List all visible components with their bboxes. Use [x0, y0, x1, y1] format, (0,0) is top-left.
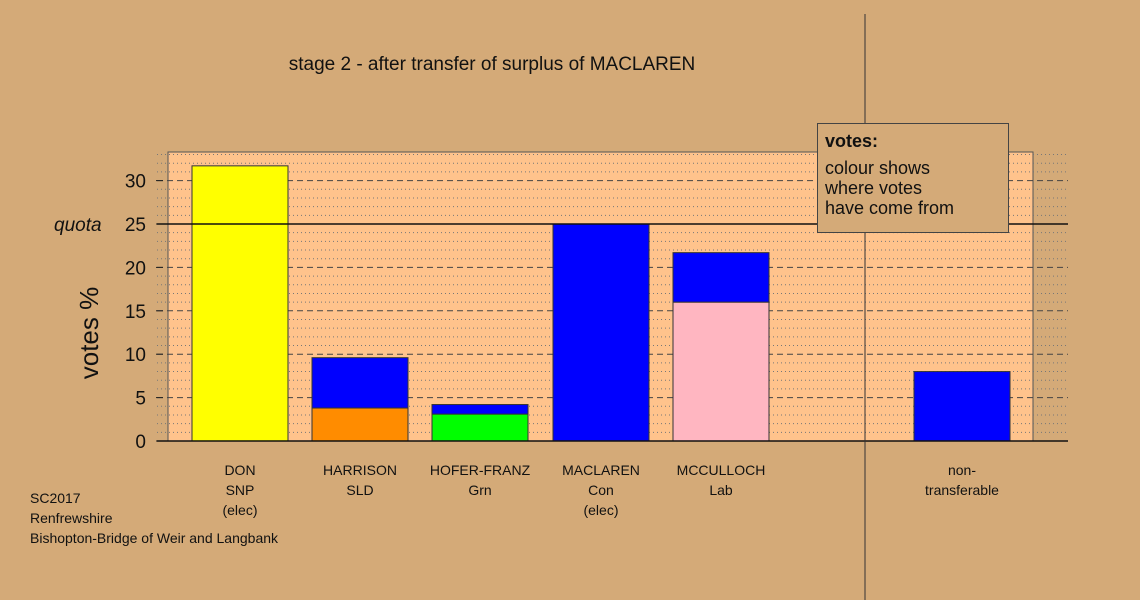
plot-area: 0 5 10 15 20 25 30 quota — [54, 151, 1068, 453]
footer-council: Renfrewshire — [30, 510, 113, 526]
bar-segment — [552, 223, 650, 442]
candidate-label-line: SNP — [225, 482, 255, 498]
bar-segment — [431, 404, 529, 415]
chart-title: stage 2 - after transfer of surplus of M… — [289, 54, 696, 75]
bar-segment — [672, 252, 770, 303]
legend-line: colour shows — [825, 158, 931, 178]
legend-body: colour shows where votes have come from — [825, 158, 1001, 218]
footer-election: SC2017 — [30, 490, 81, 506]
y-tick-label: 5 — [135, 389, 146, 410]
candidate-label-line: HOFER-FRANZ — [429, 462, 531, 478]
candidate-label-line: transferable — [925, 482, 999, 498]
candidate-label: MCCULLOCH Lab — [651, 460, 791, 500]
candidate-label-line: HARRISON — [323, 462, 397, 478]
legend-line: have come from — [825, 198, 955, 218]
bar-segment — [431, 413, 529, 442]
nontransferable-bar-segment — [913, 371, 1011, 442]
candidate-label-line: MACLAREN — [562, 462, 640, 478]
y-tick-label: 10 — [125, 345, 146, 366]
footer-ward: Bishopton-Bridge of Weir and Langbank — [30, 530, 279, 546]
candidate-label-line: Lab — [709, 482, 733, 498]
candidate-label: HOFER-FRANZ Grn — [410, 460, 550, 500]
y-tick-label: 30 — [125, 172, 146, 193]
bar-segment — [191, 165, 289, 442]
candidate-label-line: (elec) — [583, 502, 619, 518]
bar-segment — [311, 357, 409, 409]
quota-label: quota — [54, 215, 102, 236]
bar-segment — [311, 407, 409, 442]
candidate-label-line: Grn — [468, 482, 492, 498]
candidate-label-line: MCCULLOCH — [676, 462, 766, 478]
y-tick-label: 0 — [135, 432, 146, 453]
candidate-label: MACLAREN Con (elec) — [531, 460, 671, 520]
candidate-label: DON SNP (elec) — [170, 460, 310, 520]
candidate-label-line: Con — [588, 482, 614, 498]
candidate-label-line: DON — [224, 462, 256, 478]
y-axis-label: votes % — [74, 287, 104, 380]
candidate-label-line: (elec) — [222, 502, 258, 518]
y-tick-label: 15 — [125, 302, 146, 323]
y-tick-label: 20 — [125, 258, 146, 279]
candidate-label: HARRISON SLD — [290, 460, 430, 500]
candidate-label: non-transferable — [892, 460, 1032, 500]
footer-caption: SC2017 Renfrewshire Bishopton-Bridge of … — [30, 488, 278, 548]
y-tick-label: 25 — [125, 215, 146, 236]
legend-line: where votes — [825, 178, 923, 198]
candidate-label-line: SLD — [346, 482, 374, 498]
bar-segment — [672, 301, 770, 442]
legend-box: votes: colour shows where votes have com… — [817, 123, 1009, 233]
legend-title: votes: — [825, 131, 879, 151]
candidate-label-line: non- — [947, 462, 977, 478]
